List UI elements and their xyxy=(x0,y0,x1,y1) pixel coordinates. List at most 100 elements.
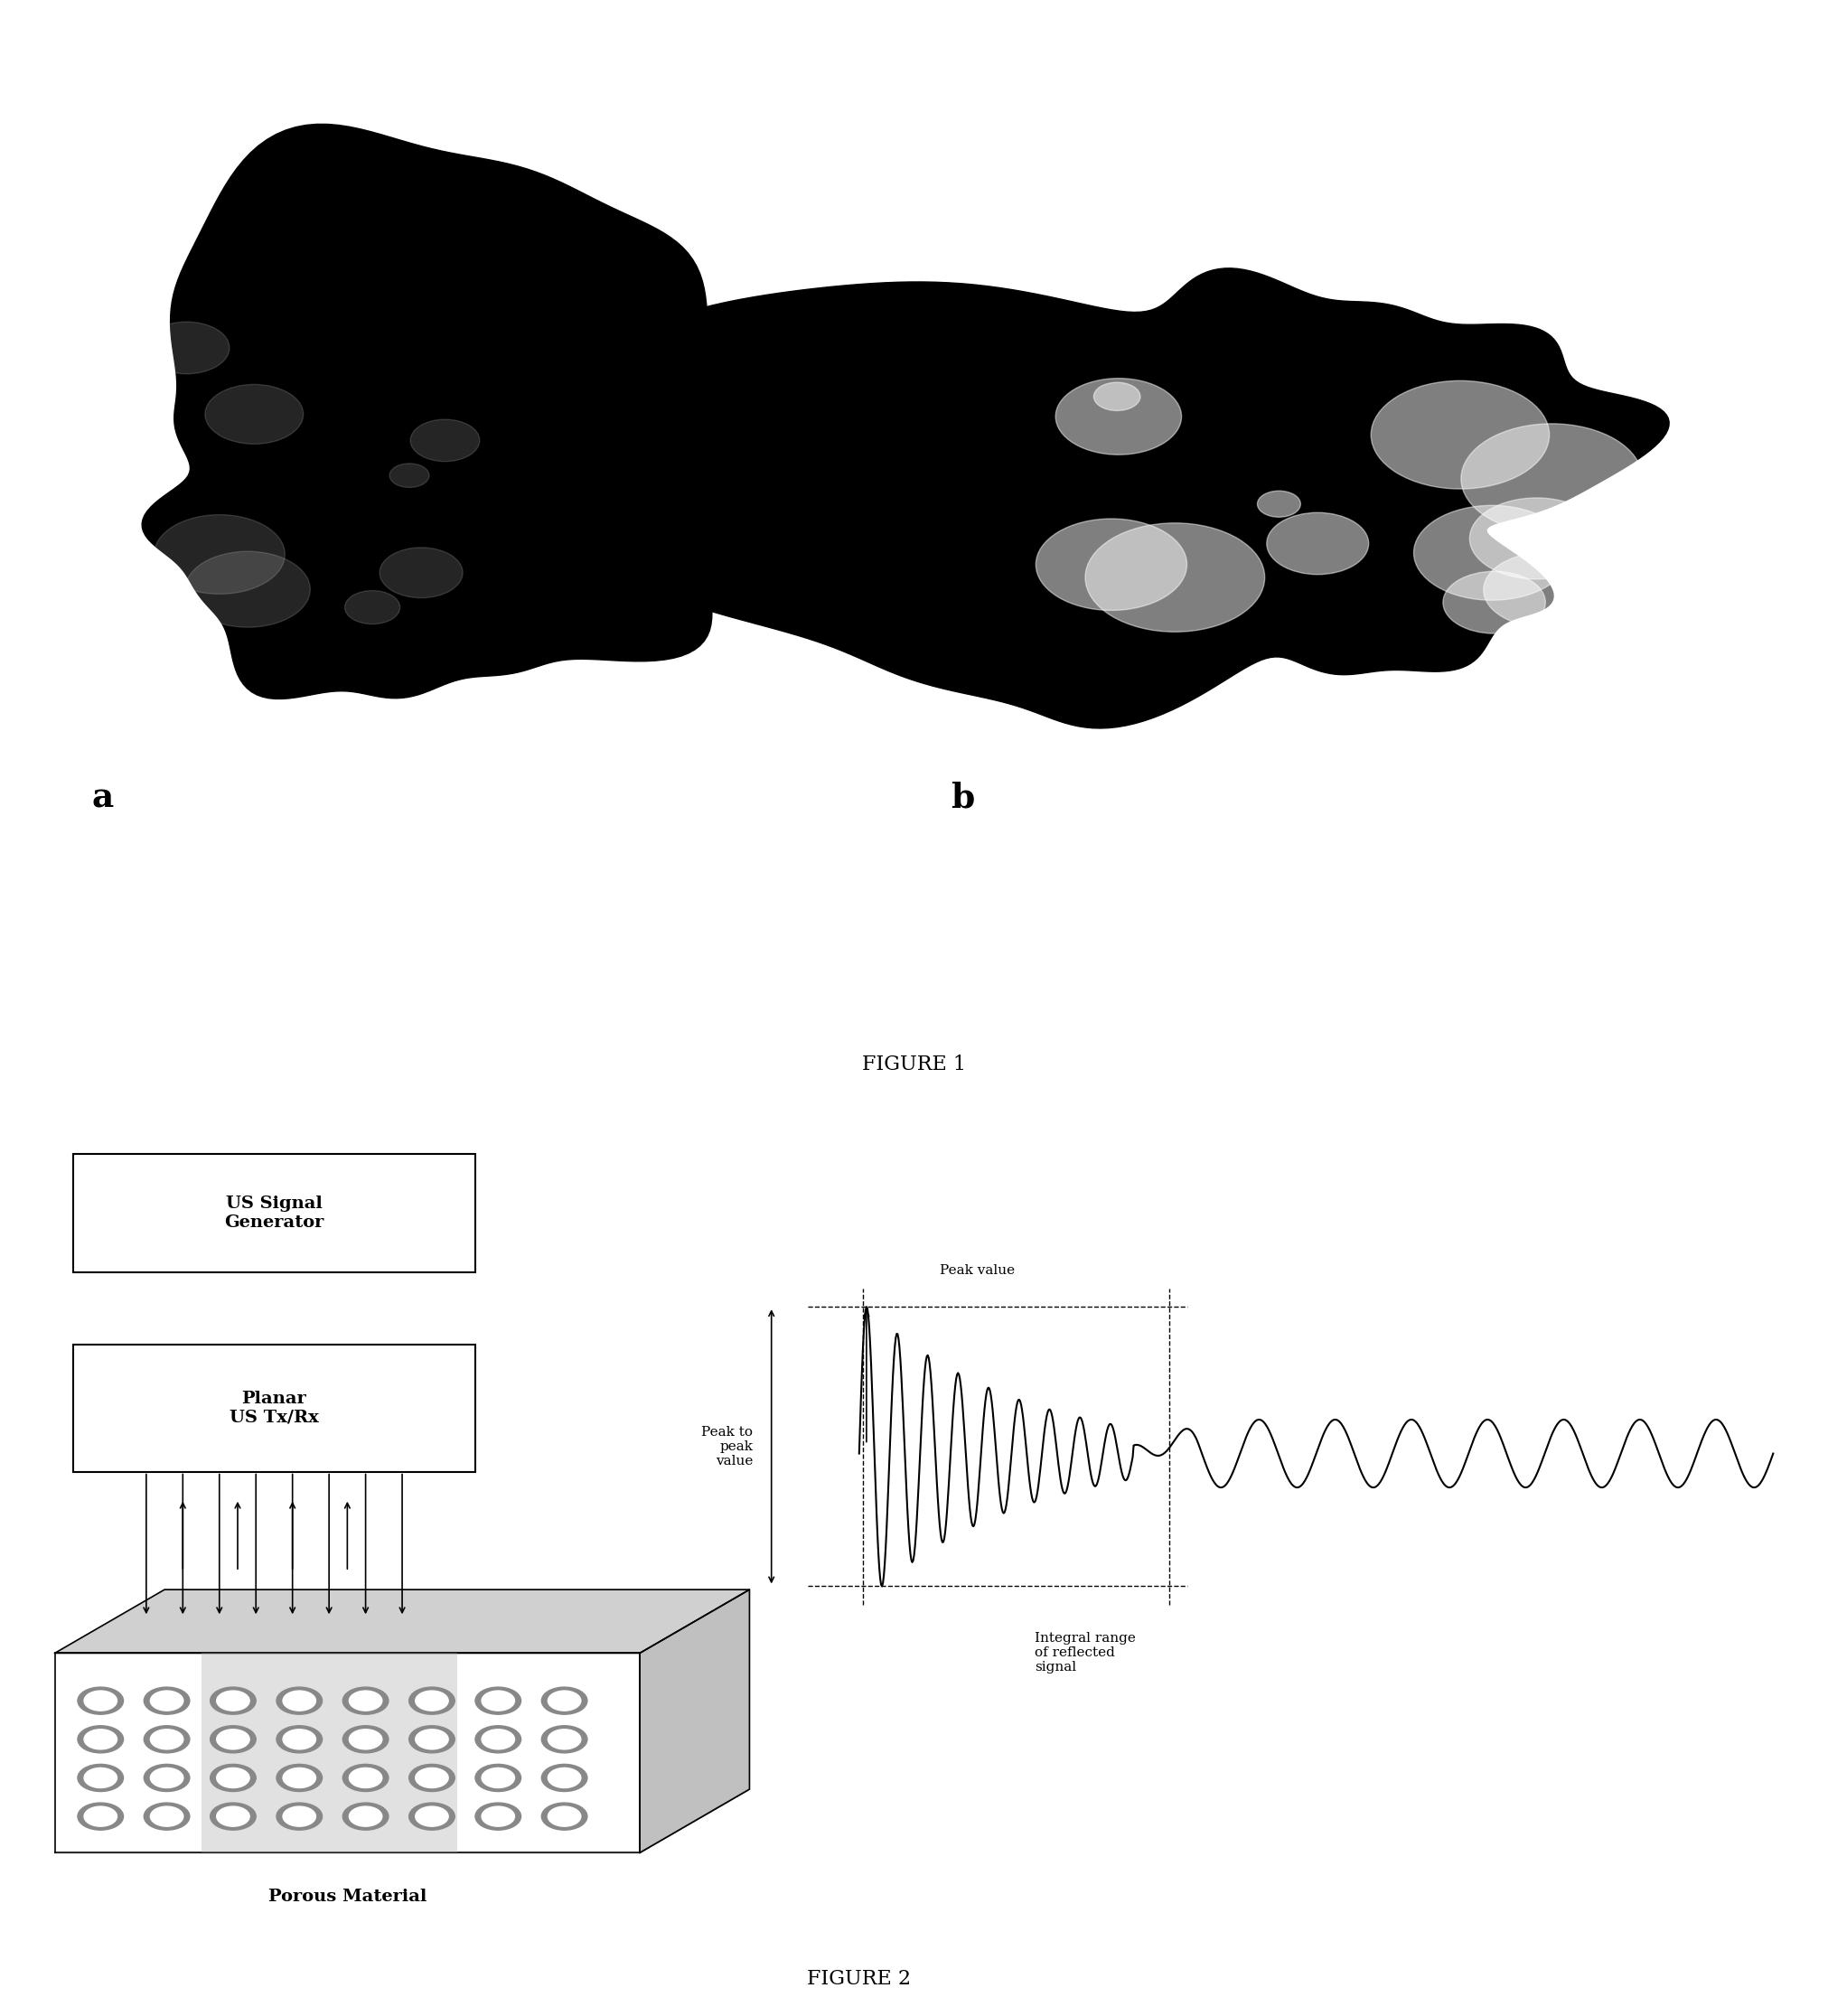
Ellipse shape xyxy=(283,1730,316,1750)
Polygon shape xyxy=(143,125,746,700)
Ellipse shape xyxy=(349,1730,382,1750)
Text: FIGURE 1: FIGURE 1 xyxy=(863,1054,965,1075)
Ellipse shape xyxy=(84,1768,117,1788)
Bar xyxy=(73,1153,475,1272)
Circle shape xyxy=(409,419,479,462)
Text: Planar
US Tx/Rx: Planar US Tx/Rx xyxy=(230,1391,318,1425)
Ellipse shape xyxy=(349,1691,382,1712)
Ellipse shape xyxy=(216,1806,249,1826)
Text: Peak to
peak
value: Peak to peak value xyxy=(702,1425,753,1468)
Ellipse shape xyxy=(349,1768,382,1788)
Circle shape xyxy=(380,548,462,599)
Ellipse shape xyxy=(415,1768,448,1788)
Ellipse shape xyxy=(210,1802,256,1831)
Text: US Signal
Generator: US Signal Generator xyxy=(225,1195,324,1230)
Ellipse shape xyxy=(283,1806,316,1826)
Ellipse shape xyxy=(349,1806,382,1826)
Ellipse shape xyxy=(409,1764,455,1792)
Ellipse shape xyxy=(216,1768,249,1788)
Ellipse shape xyxy=(475,1802,521,1831)
Ellipse shape xyxy=(483,1691,515,1712)
Ellipse shape xyxy=(283,1691,316,1712)
Polygon shape xyxy=(55,1790,749,1853)
Ellipse shape xyxy=(210,1687,256,1714)
Ellipse shape xyxy=(548,1806,581,1826)
Text: b: b xyxy=(951,782,974,814)
Ellipse shape xyxy=(77,1802,124,1831)
Ellipse shape xyxy=(342,1687,388,1714)
Polygon shape xyxy=(55,1653,640,1853)
Ellipse shape xyxy=(276,1764,322,1792)
Ellipse shape xyxy=(475,1687,521,1714)
Bar xyxy=(201,1653,457,1853)
Ellipse shape xyxy=(77,1726,124,1752)
Ellipse shape xyxy=(150,1806,183,1826)
Circle shape xyxy=(144,323,230,373)
Ellipse shape xyxy=(210,1764,256,1792)
Ellipse shape xyxy=(548,1691,581,1712)
Ellipse shape xyxy=(409,1802,455,1831)
Ellipse shape xyxy=(342,1764,388,1792)
Ellipse shape xyxy=(84,1730,117,1750)
Text: FIGURE 2: FIGURE 2 xyxy=(808,1970,910,1988)
Ellipse shape xyxy=(216,1730,249,1750)
Circle shape xyxy=(389,464,430,488)
Ellipse shape xyxy=(541,1726,587,1752)
Ellipse shape xyxy=(548,1768,581,1788)
Ellipse shape xyxy=(210,1726,256,1752)
Ellipse shape xyxy=(144,1687,190,1714)
Ellipse shape xyxy=(84,1691,117,1712)
Circle shape xyxy=(1036,518,1186,611)
Ellipse shape xyxy=(150,1768,183,1788)
Ellipse shape xyxy=(84,1806,117,1826)
Ellipse shape xyxy=(276,1687,322,1714)
Ellipse shape xyxy=(541,1764,587,1792)
Ellipse shape xyxy=(409,1726,455,1752)
Circle shape xyxy=(1461,423,1642,534)
Ellipse shape xyxy=(415,1806,448,1826)
Polygon shape xyxy=(640,1589,749,1853)
Ellipse shape xyxy=(144,1802,190,1831)
Ellipse shape xyxy=(276,1726,322,1752)
Ellipse shape xyxy=(144,1764,190,1792)
Ellipse shape xyxy=(483,1806,515,1826)
Circle shape xyxy=(1371,381,1550,490)
Ellipse shape xyxy=(548,1730,581,1750)
Text: Integral range
of reflected
signal: Integral range of reflected signal xyxy=(1035,1631,1135,1673)
Circle shape xyxy=(185,552,311,627)
Ellipse shape xyxy=(283,1768,316,1788)
Ellipse shape xyxy=(342,1802,388,1831)
Ellipse shape xyxy=(216,1691,249,1712)
Polygon shape xyxy=(590,268,1669,728)
Text: Peak value: Peak value xyxy=(940,1264,1015,1276)
Polygon shape xyxy=(55,1589,749,1653)
Circle shape xyxy=(1413,506,1570,601)
Ellipse shape xyxy=(415,1730,448,1750)
Circle shape xyxy=(345,591,400,625)
Text: a: a xyxy=(91,782,113,814)
Circle shape xyxy=(1055,379,1181,456)
Circle shape xyxy=(1093,383,1141,411)
Ellipse shape xyxy=(342,1726,388,1752)
Circle shape xyxy=(1470,498,1603,579)
Ellipse shape xyxy=(409,1687,455,1714)
Ellipse shape xyxy=(144,1726,190,1752)
Ellipse shape xyxy=(77,1687,124,1714)
Ellipse shape xyxy=(415,1691,448,1712)
Circle shape xyxy=(1267,512,1369,575)
Circle shape xyxy=(1484,552,1607,627)
Ellipse shape xyxy=(276,1802,322,1831)
Ellipse shape xyxy=(150,1691,183,1712)
Ellipse shape xyxy=(475,1726,521,1752)
Circle shape xyxy=(1442,571,1545,633)
Ellipse shape xyxy=(150,1730,183,1750)
Ellipse shape xyxy=(483,1768,515,1788)
Ellipse shape xyxy=(541,1802,587,1831)
Text: Porous Material: Porous Material xyxy=(269,1889,426,1905)
Circle shape xyxy=(205,385,303,444)
Ellipse shape xyxy=(483,1730,515,1750)
Ellipse shape xyxy=(541,1687,587,1714)
Circle shape xyxy=(1258,490,1300,516)
Circle shape xyxy=(1086,522,1265,631)
Ellipse shape xyxy=(475,1764,521,1792)
